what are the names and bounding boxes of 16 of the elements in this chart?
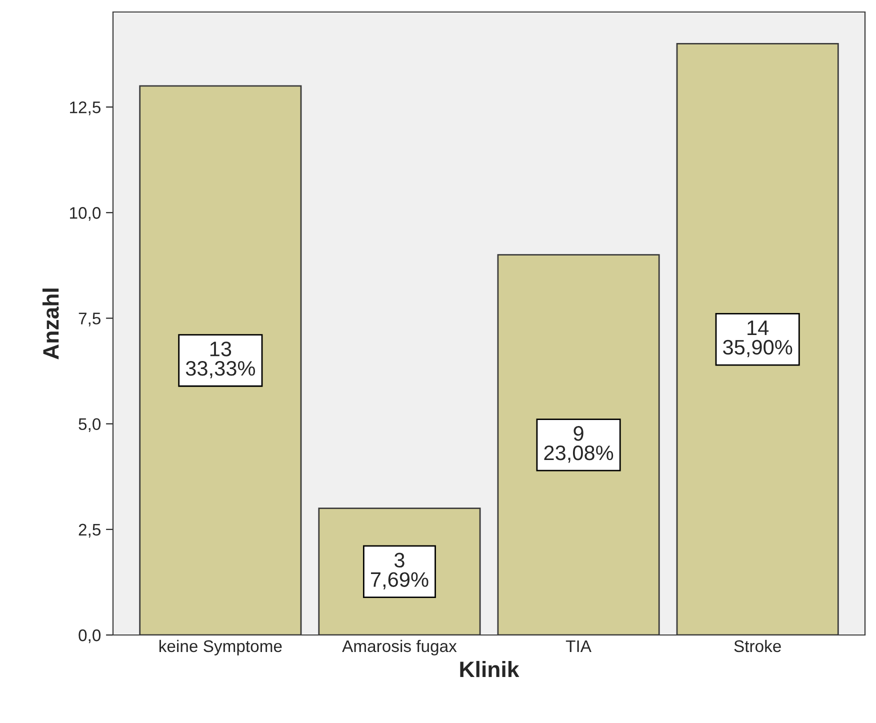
data-label: 14 35,90%: [723, 320, 792, 358]
data-label: 9 23,08%: [544, 426, 614, 463]
y-tick-label: 5,0: [78, 418, 101, 432]
x-tick-label: Stroke: [734, 640, 781, 652]
y-tick-label: 2,5: [78, 524, 100, 538]
y-tick-label: 0,0: [78, 629, 101, 644]
x-tick-label: keine Symptome: [159, 640, 282, 656]
y-tick-label: 7,5: [78, 312, 100, 326]
x-tick-label: Amarosis fugax: [342, 640, 457, 656]
y-tick-label: 12,5: [70, 101, 100, 116]
y-tick-label: 10,0: [70, 207, 101, 221]
data-label: 3 7,69%: [371, 552, 428, 590]
x-axis-title: Klinik: [460, 660, 520, 678]
data-label: 13 33,33%: [186, 342, 256, 378]
y-axis-title: Anzahl: [42, 288, 59, 360]
x-tick-label: TIA: [566, 640, 592, 652]
